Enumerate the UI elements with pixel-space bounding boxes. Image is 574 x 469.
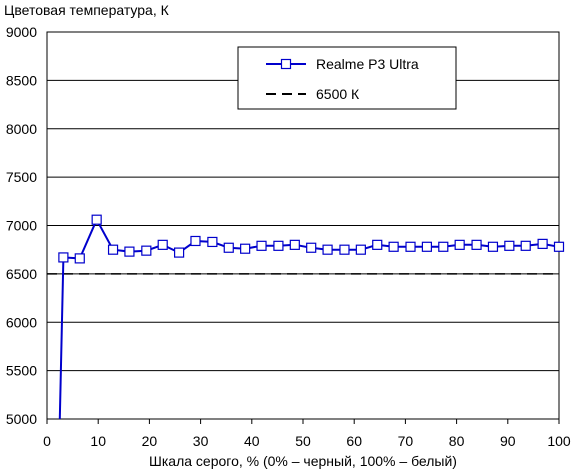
data-point xyxy=(553,241,565,252)
data-point xyxy=(405,241,416,252)
data-point xyxy=(421,241,433,252)
y-tick-labels: 5000 5500 6000 6500 7000 7500 8000 8500 9000 xyxy=(6,24,37,427)
data-point xyxy=(355,244,366,255)
data-point xyxy=(289,239,300,250)
x-tick-label: 40 xyxy=(244,433,260,449)
data-point xyxy=(240,243,251,254)
data-point xyxy=(322,244,333,255)
data-point xyxy=(107,244,119,255)
y-tick-label: 5500 xyxy=(6,363,37,379)
data-point xyxy=(173,247,185,258)
y-tick-label: 8000 xyxy=(6,121,37,137)
data-point xyxy=(388,241,399,252)
y-tick-label: 5000 xyxy=(6,411,37,427)
data-point xyxy=(74,253,85,264)
data-point xyxy=(471,239,482,250)
x-tick-label: 30 xyxy=(193,433,209,449)
x-tick-label: 50 xyxy=(295,433,311,449)
data-point xyxy=(256,240,267,251)
y-tick-label: 7000 xyxy=(6,218,37,234)
y-tick-label: 9000 xyxy=(6,24,37,40)
data-point xyxy=(273,240,284,251)
legend-box xyxy=(237,46,457,110)
data-point xyxy=(372,239,383,250)
y-axis-title: Цветовая температура, К xyxy=(4,2,170,18)
data-point xyxy=(487,241,499,252)
legend-marker-realme xyxy=(280,58,292,70)
data-point xyxy=(223,242,234,253)
legend: Realme P3 Ultra 6500 К xyxy=(237,46,457,110)
data-point xyxy=(58,252,69,263)
y-tick-label: 7500 xyxy=(6,169,37,185)
data-point xyxy=(207,236,218,248)
data-point xyxy=(454,239,465,250)
data-point xyxy=(124,246,135,257)
data-point xyxy=(91,214,102,225)
x-tick-labels: 0 10 20 30 40 50 60 70 80 90 100 xyxy=(43,419,571,449)
x-tick-label: 100 xyxy=(547,433,571,449)
series-group xyxy=(47,214,565,420)
x-tick-label: 90 xyxy=(500,433,516,449)
data-point xyxy=(141,245,152,256)
x-tick-label: 0 xyxy=(43,433,51,449)
data-point xyxy=(157,239,168,250)
data-point xyxy=(438,241,449,252)
legend-label-6500k: 6500 К xyxy=(316,86,360,102)
y-tick-label: 8500 xyxy=(6,72,37,88)
x-tick-label: 20 xyxy=(142,433,158,449)
x-tick-label: 10 xyxy=(90,433,106,449)
y-tick-label: 6500 xyxy=(6,266,37,282)
data-point xyxy=(520,240,531,251)
data-point xyxy=(537,238,548,249)
data-point xyxy=(504,240,515,251)
x-tick-label: 70 xyxy=(398,433,414,449)
x-axis-title: Шкала серого, % (0% – черный, 100% – бел… xyxy=(149,453,457,469)
data-point xyxy=(339,244,350,255)
x-tick-label: 60 xyxy=(346,433,362,449)
data-point xyxy=(306,242,317,253)
x-tick-label: 80 xyxy=(449,433,465,449)
data-point xyxy=(190,235,201,247)
y-tick-label: 6000 xyxy=(6,314,37,330)
legend-label-realme: Realme P3 Ultra xyxy=(316,56,419,72)
